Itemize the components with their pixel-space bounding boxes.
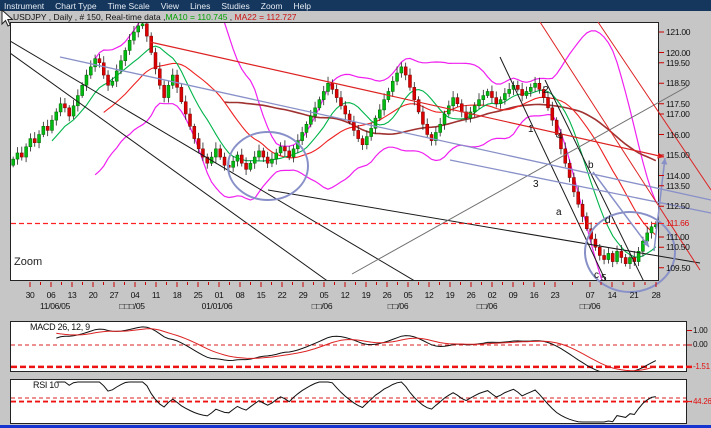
day-tick-label: 09 <box>508 290 518 300</box>
menu-item-help[interactable]: Help <box>293 0 311 11</box>
macd-panel-plot[interactable] <box>10 321 687 372</box>
menu-item-instrument[interactable]: Instrument <box>4 0 45 11</box>
day-tick-label: 22 <box>277 290 287 300</box>
day-tick-label: 30 <box>25 290 35 300</box>
price-tick-label: 121.00 <box>666 27 691 37</box>
price-tick-label: 110.50 <box>666 242 690 253</box>
day-tick-label: 26 <box>466 290 476 300</box>
price-chart-plot[interactable] <box>10 22 659 281</box>
price-tick-label: 119.50 <box>666 57 690 68</box>
day-tick-label: 16 <box>529 290 539 300</box>
month-label: 11/06/05 <box>39 301 71 311</box>
day-tick-label: 14 <box>607 290 617 300</box>
status-bar: USDJPY , Daily , # 150, Real-time data ,… <box>13 12 297 22</box>
macd-axis-label: 0.00 <box>693 340 708 349</box>
current-price-label: 111.66 <box>666 218 689 229</box>
day-tick-label: 05 <box>403 290 413 300</box>
status-ma22-value: MA22 = 112.727 <box>234 12 297 22</box>
month-label: □□/06 <box>311 301 333 311</box>
day-tick-label: 05 <box>319 290 329 300</box>
price-tick-label: 109.50 <box>666 262 691 273</box>
day-tick-label: 12 <box>340 290 350 300</box>
arrow-head <box>661 158 668 165</box>
price-tick-label: 112.50 <box>666 201 690 212</box>
macd-axis-label: -1.51 <box>693 361 710 371</box>
menu-item-view[interactable]: View <box>160 0 180 11</box>
day-tick-label: 28 <box>651 290 661 300</box>
day-tick-label: 18 <box>172 290 182 300</box>
rsi-current-label: 44.263 <box>693 396 711 406</box>
day-tick-label: 19 <box>445 290 455 300</box>
menu-item-time-scale[interactable]: Time Scale <box>107 0 150 11</box>
status-separator: , <box>227 12 235 22</box>
price-tick-label: 120.00 <box>666 47 691 58</box>
price-tick-label: 116.00 <box>666 129 690 140</box>
month-label: □□□/05 <box>119 301 145 311</box>
day-tick-label: 19 <box>361 290 371 300</box>
menu-bar: Instrument Chart Type Time Scale View Lines S… <box>0 0 711 11</box>
day-tick-label: 29 <box>298 290 308 300</box>
day-tick-label: 12 <box>424 290 434 300</box>
menu-item-chart-type[interactable]: Chart Type <box>55 0 97 11</box>
rsi-panel-plot[interactable] <box>10 379 687 424</box>
day-tick-label: 11 <box>151 290 161 300</box>
day-tick-label: 26 <box>382 290 392 300</box>
menu-item-zoom[interactable]: Zoom <box>260 0 283 11</box>
day-tick-label: 23 <box>550 290 560 300</box>
day-tick-label: 15 <box>256 290 266 300</box>
day-tick-label: 27 <box>109 290 119 300</box>
month-label: □□/06 <box>579 301 601 311</box>
menu-item-lines[interactable]: Lines <box>190 0 211 11</box>
window-bottom-edge <box>0 425 711 428</box>
day-tick-label: 06 <box>46 290 56 300</box>
price-tick-label: 113.50 <box>666 180 690 191</box>
month-label: □□/06 <box>476 301 498 311</box>
day-tick-label: 01 <box>214 290 224 300</box>
price-tick-label: 115.00 <box>666 150 690 160</box>
price-tick-label: 117.50 <box>666 98 690 109</box>
month-label: 01/01/06 <box>201 301 233 311</box>
menu-item-studies[interactable]: Studies <box>221 0 250 11</box>
price-tick-label: 117.00 <box>666 109 690 119</box>
day-tick-label: 13 <box>67 290 77 300</box>
macd-axis-label: 1.00 <box>693 325 708 335</box>
day-tick-label: 20 <box>88 290 98 300</box>
status-instrument-text: USDJPY , Daily , # 150, Real-time data , <box>13 12 166 22</box>
day-tick-label: 07 <box>585 290 595 300</box>
price-tick-label: 118.50 <box>666 78 690 89</box>
day-tick-label: 02 <box>487 290 497 300</box>
price-tick-label: 114.00 <box>666 170 690 181</box>
day-tick-label: 25 <box>193 290 203 300</box>
day-tick-label: 08 <box>235 290 245 300</box>
status-ma10-value: MA10 = 110.745 <box>165 12 228 22</box>
day-tick-label: 21 <box>629 290 639 300</box>
day-tick-label: 04 <box>130 290 140 300</box>
price-tick-label: 111.00 <box>666 232 689 242</box>
month-label: □□/06 <box>387 301 409 311</box>
